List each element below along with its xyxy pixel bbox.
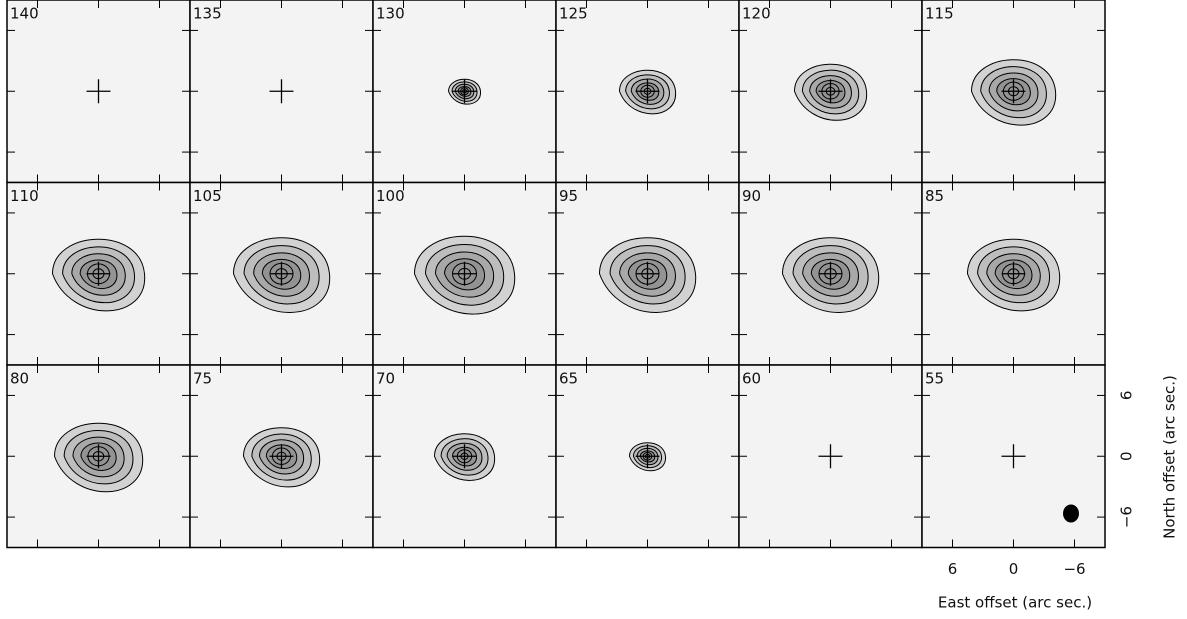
x-tick-label: −6 — [1063, 560, 1085, 578]
channel-label: 55 — [925, 370, 944, 388]
panel: 105 — [190, 183, 373, 366]
panel: 80 — [7, 365, 190, 548]
x-tick-label: 0 — [1009, 560, 1019, 578]
panel: 70 — [373, 365, 556, 548]
y-axis-label: North offset (arc sec.) — [1161, 375, 1179, 539]
panel: 85 — [922, 183, 1105, 366]
y-tick-label: −6 — [1118, 506, 1136, 528]
channel-label: 125 — [559, 5, 588, 23]
channel-label: 70 — [376, 370, 395, 388]
channel-map-figure: East offset (arc sec.) North offset (arc… — [0, 0, 1187, 619]
panel: 135 — [190, 0, 373, 183]
channel-label: 115 — [925, 5, 954, 23]
x-axis-label: East offset (arc sec.) — [938, 594, 1092, 612]
y-tick-label: 6 — [1118, 391, 1136, 401]
beam — [1063, 505, 1079, 523]
panel: 140 — [7, 0, 190, 183]
panel: 75 — [190, 365, 373, 548]
channel-label: 65 — [559, 370, 578, 388]
channel-label: 90 — [742, 187, 761, 205]
channel-label: 60 — [742, 370, 761, 388]
panel: 60 — [739, 365, 922, 548]
channel-label: 135 — [193, 5, 222, 23]
channel-label: 130 — [376, 5, 405, 23]
channel-label: 75 — [193, 370, 212, 388]
panel: 95 — [556, 183, 739, 366]
channel-label: 140 — [10, 5, 39, 23]
panel: 100 — [373, 183, 556, 366]
channel-label: 100 — [376, 187, 405, 205]
panel: 110 — [7, 183, 190, 366]
panel: 120 — [739, 0, 922, 183]
panel: 65 — [556, 365, 739, 548]
panel: 130 — [373, 0, 556, 183]
panel: 115 — [922, 0, 1105, 183]
channel-label: 105 — [193, 187, 222, 205]
channel-label: 110 — [10, 187, 39, 205]
channel-label: 95 — [559, 187, 578, 205]
channel-label: 120 — [742, 5, 771, 23]
page: {"chart_data": {"type": "channel-map", "… — [0, 0, 1187, 619]
x-tick-label: 6 — [948, 560, 958, 578]
channel-label: 85 — [925, 187, 944, 205]
channel-label: 80 — [10, 370, 29, 388]
panel: 90 — [739, 183, 922, 366]
panel: 125 — [556, 0, 739, 183]
y-tick-label: 0 — [1118, 451, 1136, 461]
panel: 55 — [922, 365, 1105, 548]
